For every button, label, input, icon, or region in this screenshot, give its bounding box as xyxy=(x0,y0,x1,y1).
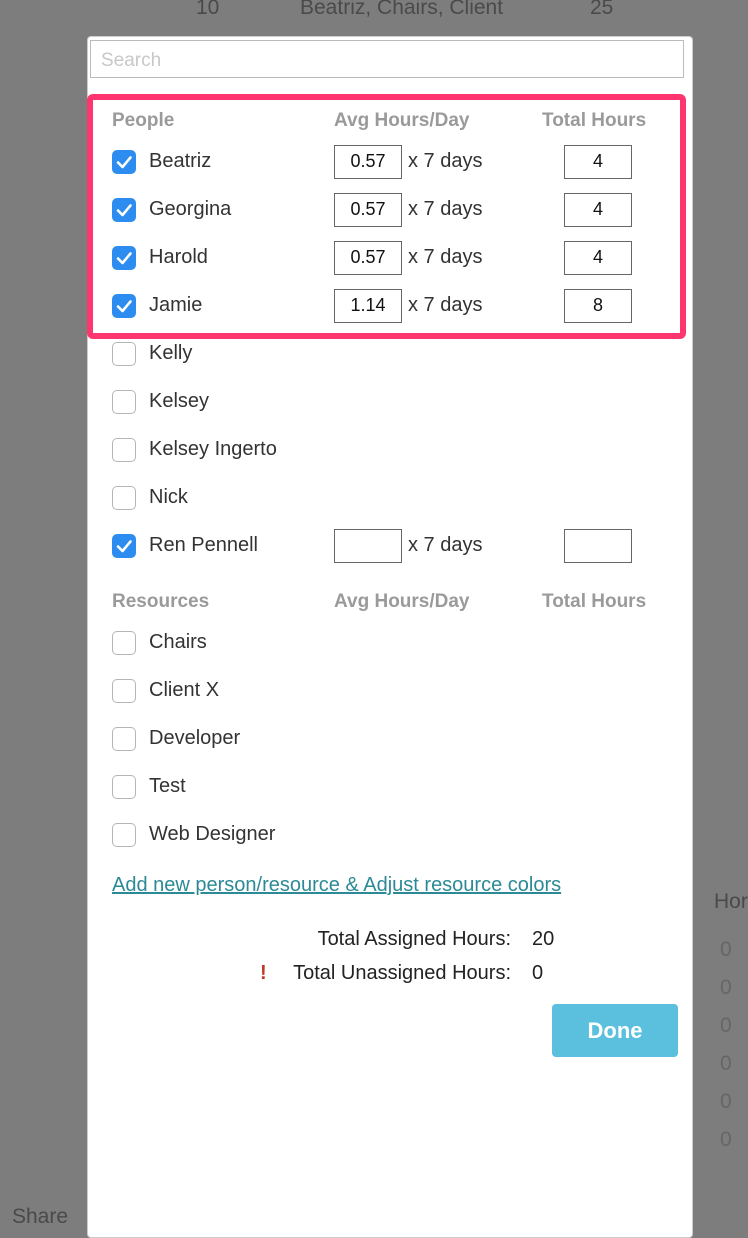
avg-input[interactable]: 0.57 xyxy=(334,145,402,179)
add-resource-link[interactable]: Add new person/resource & Adjust resourc… xyxy=(112,874,562,896)
checkbox[interactable] xyxy=(112,198,136,222)
background-cell: 0 xyxy=(720,938,732,961)
row-name: Jamie xyxy=(149,294,203,316)
checkbox[interactable] xyxy=(112,631,136,655)
avg-input[interactable]: 1.14 xyxy=(334,289,402,323)
background-cell: 0 xyxy=(720,1128,732,1151)
background-cell: Beatriz, Chairs, Client xyxy=(300,0,504,19)
checkbox[interactable] xyxy=(112,150,136,174)
checkbox[interactable] xyxy=(112,534,136,558)
background-cell: 0 xyxy=(720,1052,732,1075)
checkbox[interactable] xyxy=(112,679,136,703)
column-header: People xyxy=(112,110,175,131)
check-icon xyxy=(116,540,132,553)
column-header: Resources xyxy=(112,591,210,612)
total-input[interactable]: 8 xyxy=(564,289,632,323)
total-value: 0 xyxy=(532,962,544,984)
checkbox[interactable] xyxy=(112,342,136,366)
warning-icon: ! xyxy=(260,962,267,984)
row-name: Test xyxy=(149,775,186,797)
checkbox[interactable] xyxy=(112,438,136,462)
total-input[interactable]: 4 xyxy=(564,193,632,227)
background-cell: 0 xyxy=(720,976,732,999)
row-name: Harold xyxy=(149,246,208,268)
days-label: x 7 days xyxy=(408,534,483,556)
checkbox[interactable] xyxy=(112,727,136,751)
done-button[interactable]: Done xyxy=(552,1004,678,1057)
total-input[interactable]: 4 xyxy=(564,145,632,179)
background-footer: Share xyxy=(12,1205,69,1228)
avg-input[interactable] xyxy=(334,529,402,563)
check-icon xyxy=(116,300,132,313)
avg-input[interactable]: 0.57 xyxy=(334,241,402,275)
days-label: x 7 days xyxy=(408,150,483,172)
background-cell: 0 xyxy=(720,1014,732,1037)
total-input[interactable] xyxy=(564,529,632,563)
background-cell: 10 xyxy=(196,0,220,19)
total-label: Total Assigned Hours: xyxy=(317,928,511,950)
column-header: Avg Hours/Day xyxy=(334,110,470,131)
checkbox[interactable] xyxy=(112,486,136,510)
total-label: Total Unassigned Hours: xyxy=(293,962,511,984)
row-name: Chairs xyxy=(149,631,207,653)
check-icon xyxy=(116,156,132,169)
days-label: x 7 days xyxy=(408,198,483,220)
total-value: 20 xyxy=(532,928,555,950)
row-name: Kelly xyxy=(149,342,193,364)
row-name: Developer xyxy=(149,727,241,749)
days-label: x 7 days xyxy=(408,246,483,268)
check-icon xyxy=(116,252,132,265)
days-label: x 7 days xyxy=(408,294,483,316)
checkbox[interactable] xyxy=(112,775,136,799)
search-placeholder: Search xyxy=(101,50,162,71)
row-name: Ren Pennell xyxy=(149,534,258,556)
row-name: Beatriz xyxy=(149,150,212,172)
column-header: Total Hours xyxy=(542,591,647,612)
check-icon xyxy=(116,204,132,217)
checkbox[interactable] xyxy=(112,390,136,414)
search-input[interactable]: Search xyxy=(90,40,684,78)
row-name: Kelsey xyxy=(149,390,210,412)
row-name: Kelsey Ingerto xyxy=(149,438,277,460)
background-cell: 25 xyxy=(590,0,614,19)
checkbox[interactable] xyxy=(112,246,136,270)
background-cell: 0 xyxy=(720,1090,732,1113)
highlight-box xyxy=(87,94,686,339)
column-header: Total Hours xyxy=(542,110,647,131)
checkbox[interactable] xyxy=(112,823,136,847)
row-name: Georgina xyxy=(149,198,232,220)
total-input[interactable]: 4 xyxy=(564,241,632,275)
avg-input[interactable]: 0.57 xyxy=(334,193,402,227)
checkbox[interactable] xyxy=(112,294,136,318)
column-header: Avg Hours/Day xyxy=(334,591,470,612)
row-name: Nick xyxy=(149,486,188,508)
row-name: Client X xyxy=(149,679,220,701)
background-header: Hor xyxy=(714,890,748,913)
row-name: Web Designer xyxy=(149,823,276,845)
